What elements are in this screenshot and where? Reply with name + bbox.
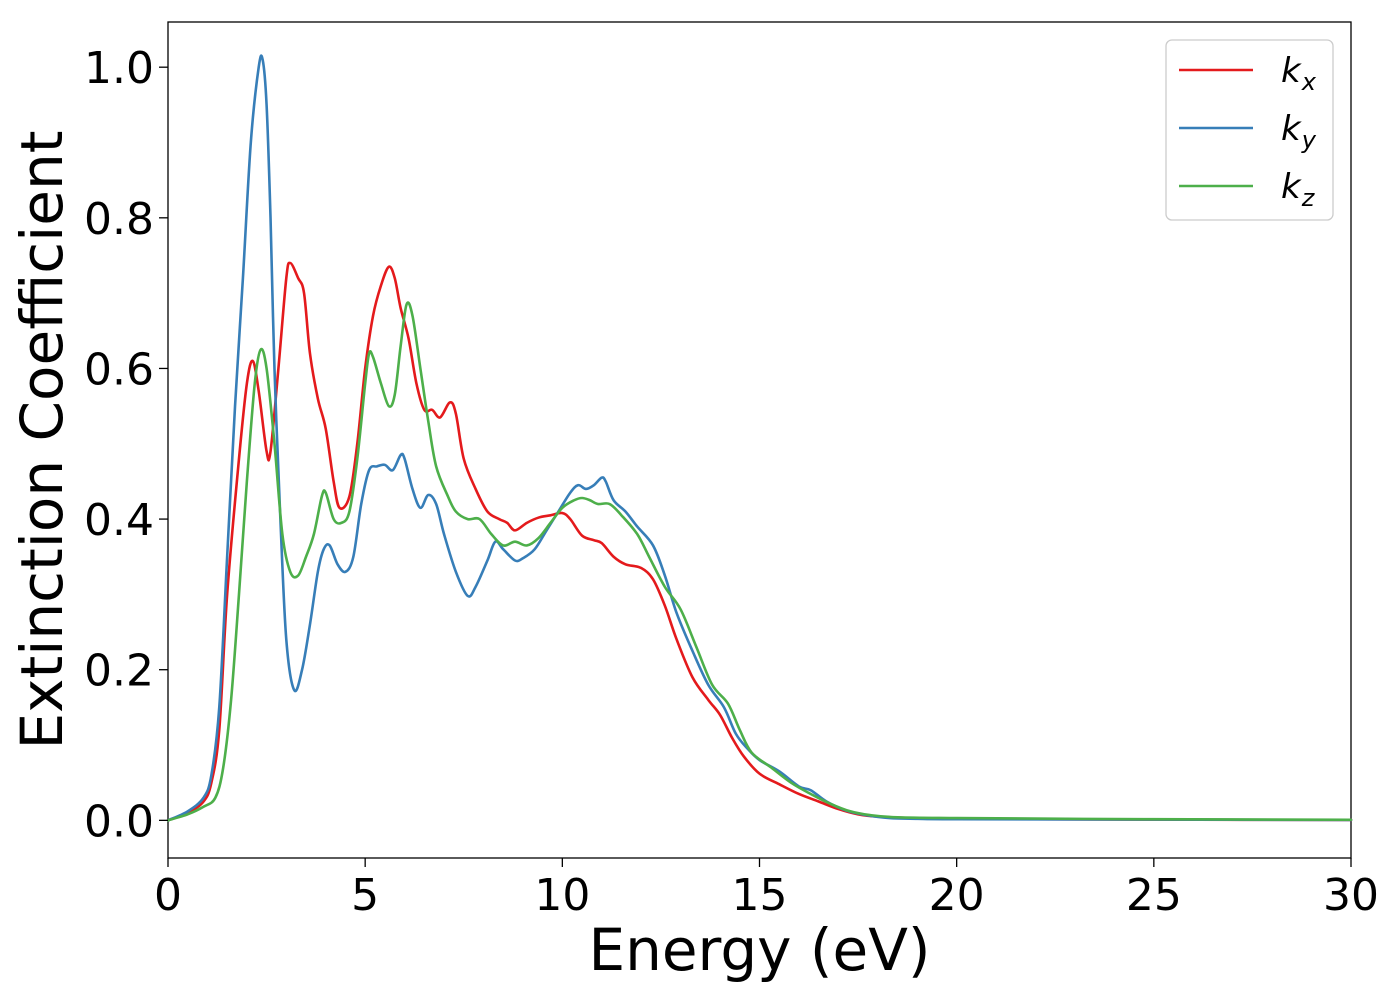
legend-entry-y: ky — [1179, 109, 1317, 154]
series-layer — [166, 54, 1353, 822]
y-tick-label: 0.8 — [84, 194, 154, 245]
x-axis-label: Energy (eV) — [588, 916, 930, 984]
y-tick-label: 0.4 — [84, 495, 154, 546]
x-tick-label: 25 — [1126, 870, 1182, 921]
y-tick-label: 0.0 — [84, 796, 154, 847]
series-line-x — [166, 261, 1353, 822]
x-tick-label: 30 — [1323, 870, 1379, 921]
x-tick-label: 10 — [534, 870, 590, 921]
x-tick-label: 0 — [154, 870, 182, 921]
legend-box — [1165, 39, 1334, 221]
x-axis-ticks: 0 5 10 15 20 25 30 — [154, 858, 1379, 921]
series-line-z — [166, 301, 1353, 822]
y-axis-ticks: 0.0 0.2 0.4 0.6 0.8 1.0 — [84, 43, 168, 847]
x-tick-label: 20 — [929, 870, 985, 921]
y-axis-label: Extinction Coefficient — [8, 131, 76, 750]
y-tick-label: 0.6 — [84, 344, 154, 395]
x-tick-label: 15 — [732, 870, 788, 921]
y-tick-label: 1.0 — [84, 43, 154, 94]
y-tick-label: 0.2 — [84, 646, 154, 697]
x-tick-label: 5 — [351, 870, 379, 921]
